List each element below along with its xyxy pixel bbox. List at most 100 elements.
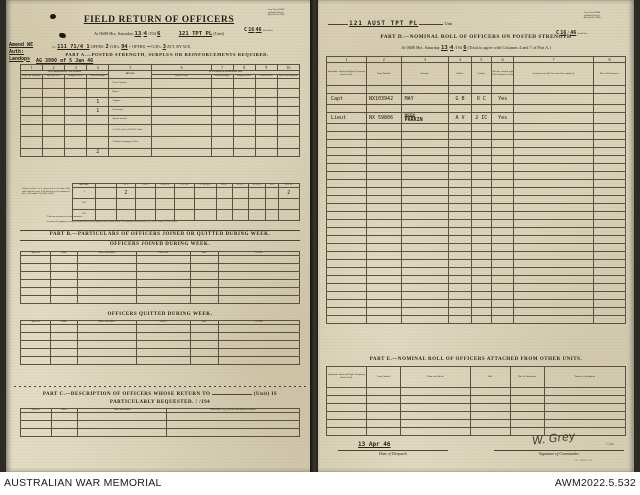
table-row bbox=[326, 243, 627, 252]
officer-2-initials: A V bbox=[448, 112, 472, 124]
detail-label-3: Captains bbox=[108, 96, 153, 107]
subhead-10: Refer Ors Required. bbox=[276, 73, 301, 79]
officer-2-posting: 2 IC bbox=[470, 112, 492, 124]
part-d-subhead-4: Initials. bbox=[448, 62, 472, 86]
part-e-subhead-2: Army Number. bbox=[366, 366, 402, 388]
offrs-label-1: OFFRS. bbox=[90, 44, 105, 49]
date-rule bbox=[338, 450, 448, 451]
unit-label: Unit bbox=[444, 21, 453, 26]
table-row bbox=[325, 411, 627, 420]
table-row bbox=[326, 211, 627, 220]
part-e-subhead-1: Substantive Rank and Higher Temporary Ra… bbox=[325, 366, 368, 388]
form-ref-line3: (Revised Jan. 1945) bbox=[267, 14, 285, 16]
viewer-footer: AUSTRALIAN WAR MEMORIAL AWM2022.5.532 bbox=[0, 472, 640, 495]
officer-2-surname: PARKIN bbox=[404, 116, 423, 123]
officer-1-posting: O C bbox=[470, 93, 492, 105]
col-number-7: 7 bbox=[210, 64, 234, 71]
part-e-subhead-4: Unit. bbox=[469, 366, 511, 388]
officer-2-counted: Yes bbox=[490, 112, 515, 124]
part-d-subhead-row: Substantive Rank and Higher Temporary Ra… bbox=[326, 62, 627, 86]
officer-1-employed bbox=[513, 93, 594, 105]
annotation-line-2: Auth: bbox=[9, 48, 25, 55]
table-row bbox=[326, 275, 627, 284]
we-value: 111 71/4 1 bbox=[57, 44, 90, 50]
detail-label-2: Majors bbox=[108, 87, 153, 98]
offrs-label-2: OFFRS. bbox=[132, 44, 147, 49]
totals-row-label-a: A. bbox=[71, 186, 97, 199]
we-label: W.E. bbox=[52, 47, 57, 49]
col-number-2: 2 bbox=[42, 64, 66, 71]
table-row bbox=[326, 179, 627, 188]
table-row bbox=[326, 203, 627, 212]
serial-label: (Serial No.) bbox=[577, 33, 588, 35]
col-number-4: 4 bbox=[86, 64, 110, 71]
rank-stamp: Capt bbox=[606, 441, 615, 446]
table-row bbox=[326, 85, 627, 94]
header-month: 4 bbox=[143, 31, 147, 37]
table-row bbox=[326, 283, 627, 292]
table-row bbox=[19, 262, 300, 272]
entry-lieutenants-col4: 1 bbox=[86, 105, 110, 116]
form-ref-line3: (Revised Jan. 1945) bbox=[583, 17, 601, 19]
part-d-subhead-6: Whether counted with Unit Column 4 or 7(… bbox=[490, 62, 515, 86]
col-number-6: 6 bbox=[151, 64, 212, 71]
part-a-footnote-2: * Each arm of corps to be shown separate… bbox=[46, 216, 83, 218]
officers-quitted-table: Army No. Rank. Name and Initials. Unit T… bbox=[19, 320, 300, 365]
ors-label-1: O.R's. bbox=[109, 44, 121, 49]
we-strength-line: W.E. 111 71/4 1 OFFRS. 2 O.R's. 94 + OFF… bbox=[52, 44, 302, 50]
detail-label-7: Civilians Counting as Offrs. bbox=[108, 135, 153, 149]
part-c-date-blank: / /194 bbox=[195, 400, 211, 405]
table-row bbox=[326, 131, 627, 140]
table-row bbox=[326, 251, 627, 260]
part-d-subhead-3: Surname. bbox=[400, 62, 450, 86]
form-ref-line1: Army Form W.3008 bbox=[267, 9, 285, 11]
part-d-month: 4 bbox=[450, 45, 454, 51]
officer-row: Lieut NX 59806 MEEK PARKIN A V 2 IC Yes bbox=[326, 112, 627, 124]
serial-year: 46 bbox=[255, 27, 262, 33]
part-a-table: 1 2 3 4 5 6 7 8 9 10 W.E. REMAINING ATTA… bbox=[19, 64, 301, 157]
totals-aif-value: 2 bbox=[115, 186, 137, 199]
detail-row: Civilians Counting as Offrs. bbox=[19, 135, 301, 149]
officer-1-counted: Yes bbox=[490, 93, 515, 105]
form-reference: Army Form W.3008 (Adapted) (Page 1) (Rev… bbox=[242, 9, 310, 17]
officer-2-army-no: NX 59806 bbox=[366, 112, 402, 124]
ink-blot bbox=[50, 14, 56, 19]
table-row bbox=[19, 339, 300, 349]
part-e-title: PART E.—NOMINAL ROLL OF OFFICERS ATTACHE… bbox=[369, 357, 583, 362]
totals-total-value: 2 bbox=[277, 186, 301, 199]
totals-row: B.O. bbox=[71, 208, 301, 221]
officer-2-surname-struck: MEEK bbox=[404, 113, 416, 119]
part-e-subhead-3: Name and Initials. bbox=[400, 366, 471, 388]
table-row bbox=[19, 254, 300, 264]
serial-label: (Serial No.) bbox=[262, 30, 273, 32]
table-row bbox=[326, 104, 627, 113]
part-a-subhead-row: Refer Ors Required. Deficient W.E. Surpl… bbox=[19, 73, 301, 79]
signature-label: Signature of Commander bbox=[538, 451, 580, 456]
table-row bbox=[19, 270, 300, 280]
detail-label-6: A.A.N.S. and A.A.M.W.S. Offrs bbox=[108, 123, 153, 137]
page-gutter bbox=[310, 0, 320, 472]
part-d-table: 1 2 3 4 5 6 7 8 Substantive Rank and Hig… bbox=[326, 56, 627, 324]
unit-value: 121 AUST TPT PL bbox=[349, 20, 419, 27]
header-day: 13 bbox=[134, 31, 142, 37]
unit-line: 121 AUST TPT PL Unit bbox=[328, 20, 558, 27]
subhead-1: Refer Ors Required. bbox=[19, 73, 44, 79]
table-row bbox=[326, 219, 627, 228]
table-row bbox=[325, 419, 627, 428]
part-a-totals-table: DETAIL. A.I.F. C.M.F. A.W.A.S. A.A.N.S. … bbox=[71, 183, 301, 221]
form-page-1: FIELD RETURN OF OFFICERS Army Form W.300… bbox=[6, 0, 312, 472]
detail-row: 2 bbox=[19, 147, 301, 157]
table-row bbox=[326, 307, 627, 316]
serial-separator: / bbox=[567, 31, 569, 36]
table-row bbox=[19, 331, 300, 341]
print-code: A.R. 17436/300. 3-45 bbox=[574, 460, 593, 462]
part-a-title: PART A.—POSTED STRENGTH, SURPLUS OR REIN… bbox=[65, 52, 269, 57]
form-reference: Army Form W.3008 (Adapted) (Page 2) (Rev… bbox=[554, 12, 630, 20]
form-ref-line2: (Adapted) (Page 2) bbox=[583, 14, 601, 17]
totals-row: B.S. bbox=[71, 197, 301, 210]
part-c-title-c: PARTICULARLY REQUESTED. bbox=[109, 400, 194, 405]
part-e-table: Substantive Rank and Higher Temporary Ra… bbox=[325, 366, 627, 436]
offrs-value-2: — bbox=[147, 44, 151, 50]
table-row bbox=[19, 294, 300, 304]
header-at-label: At 0600 Hrs. Saturday bbox=[93, 31, 134, 36]
